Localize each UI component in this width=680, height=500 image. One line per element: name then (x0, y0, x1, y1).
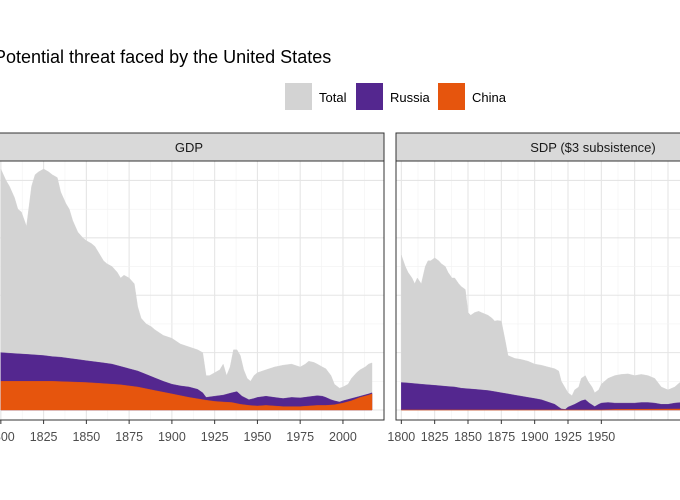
legend-swatch-russia (356, 83, 383, 110)
x-tick-label: 1975 (286, 430, 314, 444)
panel-sdp: SDP ($3 subsistence) 1800 1825 1850 1875 1900… (387, 132, 680, 444)
x-tick-label: 1850 (454, 430, 482, 444)
series-area-china (401, 408, 680, 411)
x-tick-label: 1900 (521, 430, 549, 444)
x-tick-label: 1925 (201, 430, 229, 444)
legend-label-china: China (472, 90, 507, 105)
chart-title: Potential threat faced by the United Sta… (0, 47, 331, 67)
panel-strip (0, 132, 385, 162)
legend: Total Russia China (285, 83, 507, 110)
x-tick-label: 1925 (554, 430, 582, 444)
legend-label-total: Total (319, 90, 347, 105)
x-tick-label: 1800 (387, 430, 415, 444)
x-tick-label: 1875 (115, 430, 143, 444)
x-tick-label: 2000 (329, 430, 357, 444)
panel-strip (395, 132, 680, 162)
legend-label-russia: Russia (390, 90, 431, 105)
legend-swatch-total (285, 83, 312, 110)
series-area-total (401, 255, 680, 411)
x-tick-label: 1900 (158, 430, 186, 444)
legend-swatch-china (438, 83, 465, 110)
panel-strip-label: GDP (175, 140, 203, 155)
series-area-china (0, 381, 373, 411)
x-tick-label: 1850 (72, 430, 100, 444)
series-area-russia (401, 382, 680, 411)
panel-strip-label: SDP ($3 subsistence) (530, 140, 656, 155)
x-tick-label: 1825 (421, 430, 449, 444)
series-area-total (0, 168, 373, 411)
x-tick-label: 1875 (487, 430, 515, 444)
x-tick-label: 1950 (244, 430, 272, 444)
x-tick-label: 1950 (587, 430, 615, 444)
x-tick-label: 1800 (0, 430, 15, 444)
panel-gdp: GDP 1800 1825 1850 1875 1900 1925 1950 1975 2000 (0, 132, 385, 444)
x-tick-label: 1825 (30, 430, 58, 444)
